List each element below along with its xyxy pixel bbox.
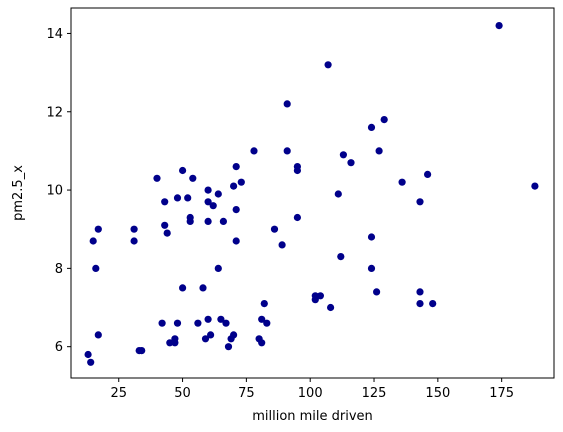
- data-point: [194, 319, 202, 327]
- data-point: [327, 303, 335, 312]
- x-tick-label: 75: [238, 386, 255, 401]
- data-point: [204, 186, 212, 194]
- data-point: [219, 217, 227, 225]
- points-layer: [84, 22, 539, 366]
- data-point: [260, 300, 268, 308]
- data-point: [232, 206, 240, 214]
- data-point: [153, 174, 161, 182]
- data-point: [166, 339, 174, 347]
- data-point: [416, 198, 424, 206]
- data-point: [214, 190, 222, 198]
- data-point: [171, 339, 179, 347]
- data-point: [163, 229, 171, 237]
- data-point: [217, 315, 225, 323]
- data-point: [222, 319, 230, 327]
- y-tick-label: 14: [46, 27, 63, 42]
- y-tick-label: 10: [46, 184, 63, 199]
- data-point: [204, 198, 212, 206]
- data-point: [179, 284, 187, 292]
- data-point: [230, 182, 238, 190]
- x-tick-label: 175: [489, 386, 514, 401]
- x-tick-label: 150: [425, 386, 450, 401]
- data-point: [311, 296, 319, 304]
- data-point: [209, 202, 217, 210]
- x-axis-label: million mile driven: [252, 409, 373, 424]
- data-point: [283, 100, 291, 108]
- y-axis-label: pm2.5_x: [11, 165, 26, 221]
- data-point: [161, 221, 169, 229]
- data-point: [495, 22, 503, 30]
- data-point: [367, 233, 376, 241]
- data-point: [230, 331, 238, 339]
- data-point: [199, 284, 207, 292]
- data-point: [94, 331, 102, 339]
- data-point: [204, 217, 212, 225]
- x-tick-label: 50: [174, 386, 191, 401]
- data-point: [87, 358, 95, 366]
- data-point: [270, 225, 279, 233]
- data-point: [293, 166, 301, 175]
- data-point: [204, 315, 212, 323]
- data-point: [367, 264, 376, 272]
- data-point: [189, 174, 197, 182]
- data-point: [337, 253, 345, 261]
- data-point: [258, 315, 266, 323]
- data-point: [316, 292, 324, 300]
- data-point: [380, 116, 388, 124]
- data-point: [232, 237, 240, 245]
- data-point: [158, 319, 166, 327]
- data-point: [232, 163, 240, 171]
- data-point: [278, 241, 286, 249]
- data-point: [293, 213, 301, 222]
- y-tick-label: 6: [55, 340, 63, 355]
- y-tick-label: 12: [46, 105, 63, 120]
- data-point: [237, 178, 245, 186]
- data-point: [224, 343, 233, 351]
- data-point: [94, 225, 102, 233]
- plot-frame: [70, 7, 555, 379]
- data-point: [416, 300, 424, 308]
- y-tick-label: 8: [55, 262, 63, 277]
- data-point: [138, 347, 146, 355]
- data-point: [214, 264, 222, 272]
- data-point: [201, 335, 210, 343]
- data-point: [339, 151, 347, 159]
- y-axis-ticks: 6 8 10 12 14: [46, 27, 71, 355]
- data-point: [186, 217, 194, 225]
- data-point: [92, 264, 100, 272]
- data-point: [416, 288, 424, 296]
- data-point: [184, 194, 192, 202]
- data-point: [324, 61, 332, 69]
- data-point: [130, 237, 138, 245]
- data-point: [375, 147, 383, 155]
- data-point: [347, 159, 355, 167]
- data-point: [161, 198, 169, 206]
- data-point: [373, 288, 381, 296]
- data-point: [179, 166, 187, 175]
- data-point: [263, 319, 271, 327]
- data-point: [84, 350, 92, 359]
- x-tick-label: 25: [110, 386, 127, 401]
- x-axis-ticks: 25 50 75 100 125 150 175: [110, 378, 514, 401]
- data-point: [424, 170, 432, 178]
- data-point: [173, 194, 182, 202]
- data-point: [89, 237, 97, 245]
- data-point: [250, 147, 258, 155]
- data-point: [531, 182, 539, 190]
- data-point: [130, 225, 138, 233]
- data-point: [283, 147, 291, 155]
- data-point: [429, 300, 437, 308]
- data-point: [334, 190, 342, 198]
- data-point: [207, 331, 215, 339]
- data-point: [258, 339, 266, 347]
- x-tick-label: 100: [298, 386, 323, 401]
- data-point: [173, 319, 182, 327]
- data-point: [367, 123, 376, 131]
- x-tick-label: 125: [362, 386, 387, 401]
- data-point: [398, 178, 406, 186]
